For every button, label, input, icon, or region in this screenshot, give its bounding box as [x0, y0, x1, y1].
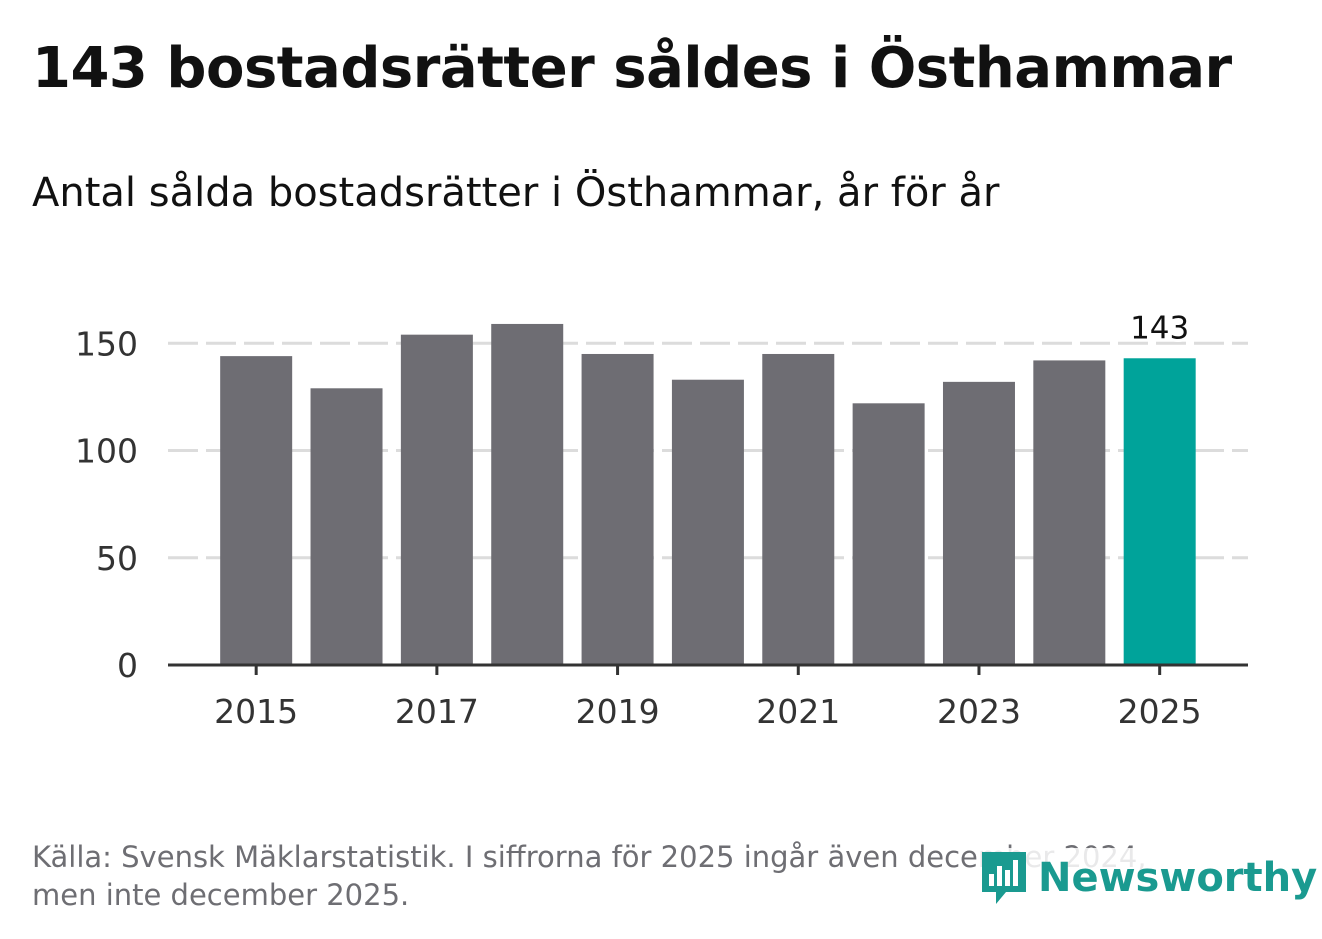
- footnote-line-2: men inte december 2025.: [32, 878, 410, 912]
- bar-2015: [220, 356, 293, 665]
- x-tick-label-2025: 2025: [1118, 692, 1202, 731]
- bar-2025: [1123, 358, 1196, 665]
- y-tick-label-50: 50: [96, 539, 138, 578]
- x-tick-label-2015: 2015: [214, 692, 298, 731]
- newsworthy-logo: Newsworthy: [978, 848, 1318, 908]
- bar-2022: [852, 403, 925, 665]
- newsworthy-chart-icon: [982, 852, 1026, 904]
- bar-2024: [1033, 360, 1106, 665]
- x-tick-label-2023: 2023: [937, 692, 1021, 731]
- x-tick-label-2021: 2021: [756, 692, 840, 731]
- x-tick-label-2019: 2019: [576, 692, 660, 731]
- x-tick-label-2017: 2017: [395, 692, 479, 731]
- y-tick-label-150: 150: [75, 324, 138, 363]
- y-tick-label-100: 100: [75, 432, 138, 471]
- bar-2016: [310, 388, 383, 665]
- y-tick-label-0: 0: [117, 646, 138, 685]
- logo-text: Newsworthy: [1038, 855, 1318, 901]
- bar-2018: [491, 323, 564, 665]
- bar-2020: [671, 379, 744, 665]
- data-label-2025: 143: [1130, 310, 1189, 346]
- bar-2019: [581, 353, 654, 665]
- footnote-line-1: Källa: Svensk Mäklarstatistik. I siffror…: [32, 840, 1147, 874]
- bar-2021: [762, 353, 835, 665]
- bar-2023: [942, 381, 1015, 665]
- chart-subtitle: Antal sålda bostadsrätter i Östhammar, å…: [32, 170, 1000, 216]
- chart-title: 143 bostadsrätter såldes i Östhammar: [32, 36, 1232, 101]
- source-footnote: Källa: Svensk Mäklarstatistik. I siffror…: [32, 838, 1232, 914]
- bar-2017: [400, 334, 473, 665]
- bar-chart: 0 50 100 150 143 2015 2017 2019 2021 2023 2025: [75, 310, 1248, 731]
